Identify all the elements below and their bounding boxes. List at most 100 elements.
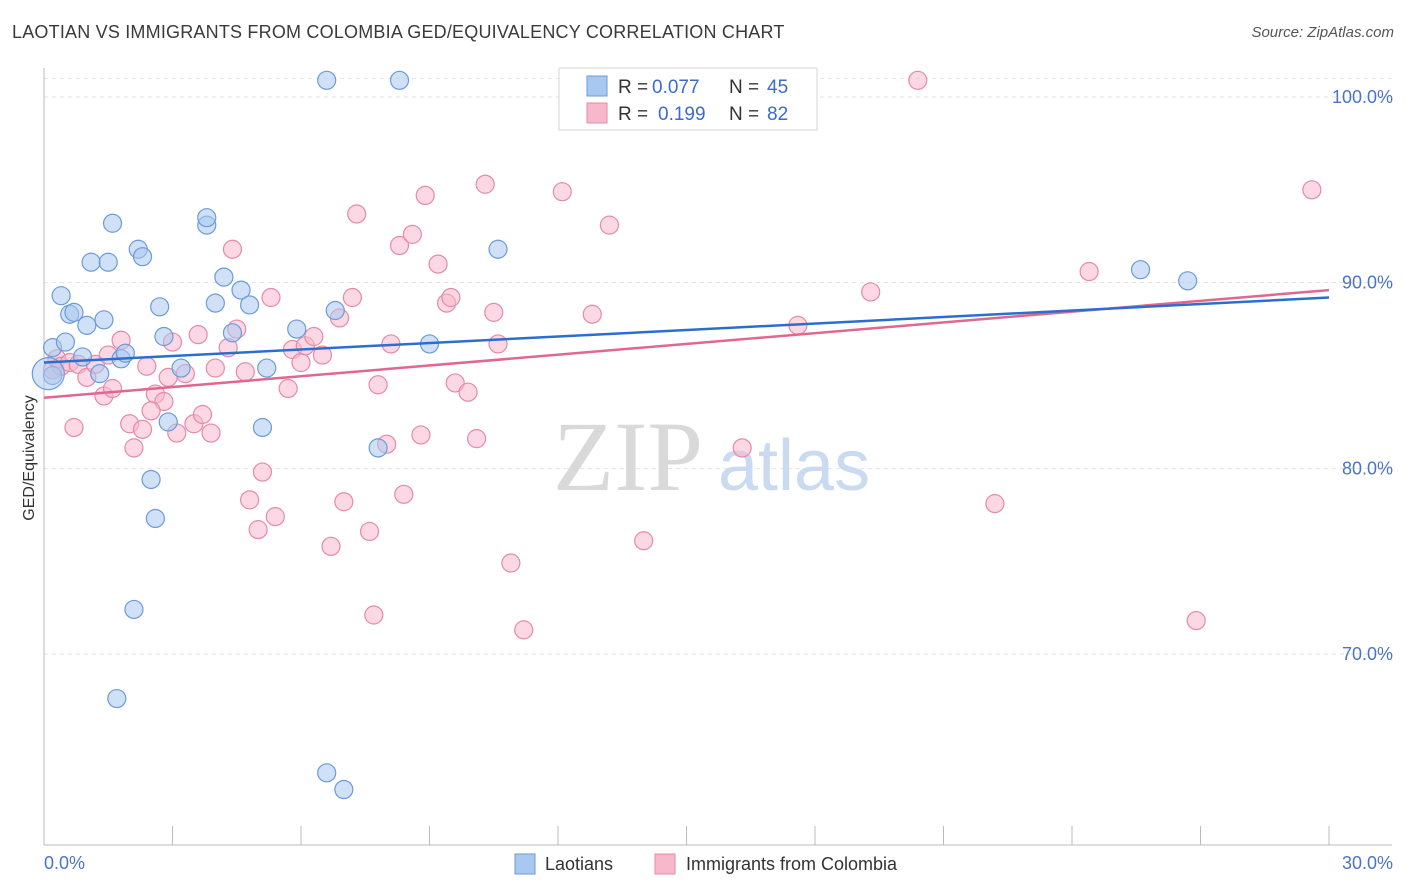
y-axis-tick-labels: 70.0% 80.0% 90.0% 100.0% <box>1332 87 1393 664</box>
laotians-point <box>197 208 217 228</box>
colombia-point <box>1302 180 1322 200</box>
watermark-zip: ZIP <box>553 401 703 512</box>
laotians-point <box>124 599 144 620</box>
colombia-point <box>1186 610 1206 631</box>
colombia-point <box>265 507 285 527</box>
legend-n-label-colombia: N = <box>729 104 759 125</box>
bottom-legend-swatch-colombia <box>654 853 676 875</box>
trendline-laotians <box>43 296 1330 364</box>
laotians-point <box>72 347 93 367</box>
x-tick-label-min: 0.0% <box>44 853 85 873</box>
legend-r-label-colombia: R = <box>618 104 648 125</box>
laotians-point <box>102 213 123 233</box>
colombia-point <box>402 224 422 244</box>
legend: R = 0.077 N = 45 R = 0.199 N = 82 <box>558 67 818 131</box>
colombia-point <box>205 358 225 378</box>
bottom-legend-label-colombia: Immigrants from Colombia <box>686 854 898 874</box>
laotians-point <box>150 297 170 317</box>
laotians-point <box>145 508 165 529</box>
colombia-point <box>201 423 221 443</box>
y-tick-label: 70.0% <box>1342 644 1393 664</box>
laotians-point <box>51 286 71 306</box>
colombia-point <box>501 553 521 573</box>
colombia-point <box>411 425 431 445</box>
legend-n-value-laotians: 45 <box>767 77 788 98</box>
colombia-point <box>985 494 1005 514</box>
colombia-point <box>321 536 341 556</box>
laotians-point <box>317 763 337 783</box>
watermark-atlas: atlas <box>718 426 870 506</box>
colombia-point <box>248 520 268 540</box>
y-tick-label: 100.0% <box>1332 87 1393 107</box>
laotians-point <box>81 252 101 272</box>
series-laotians-points <box>31 70 1198 800</box>
colombia-point <box>261 287 281 308</box>
x-axis-ticks <box>43 826 1330 845</box>
series-colombia-points <box>42 70 1322 640</box>
colombia-point <box>240 490 260 510</box>
laotians-point <box>1178 271 1198 291</box>
laotians-point <box>240 295 260 315</box>
laotians-point <box>158 412 178 432</box>
colombia-point <box>484 302 504 322</box>
colombia-point <box>394 484 414 504</box>
colombia-point <box>347 204 367 224</box>
colombia-point <box>861 282 881 302</box>
colombia-point <box>458 382 478 402</box>
colombia-point <box>192 404 213 425</box>
laotians-point <box>214 267 234 287</box>
colombia-point <box>908 70 928 90</box>
colombia-point <box>278 378 298 399</box>
colombia-point <box>364 605 384 625</box>
bottom-legend-label-laotians: Laotians <box>545 854 613 874</box>
legend-r-value-colombia: 0.199 <box>658 104 706 125</box>
laotians-point <box>77 315 97 335</box>
laotians-point <box>141 469 161 490</box>
laotians-point <box>90 364 110 384</box>
chart-title: LAOTIAN VS IMMIGRANTS FROM COLOMBIA GED/… <box>12 22 785 42</box>
colombia-point <box>222 239 243 259</box>
colombia-point <box>732 438 752 458</box>
x-tick-label-max: 30.0% <box>1342 853 1393 873</box>
laotians-cluster-point <box>31 357 65 391</box>
legend-n-label-laotians: N = <box>729 77 759 98</box>
laotians-point <box>334 779 354 800</box>
colombia-point <box>514 620 534 640</box>
colombia-point <box>342 287 362 308</box>
colombia-point <box>488 334 508 354</box>
laotians-point <box>55 332 76 352</box>
bottom-legend: Laotians Immigrants from Colombia <box>514 853 898 875</box>
trend-lines <box>43 288 1330 400</box>
laotians-point <box>317 70 337 90</box>
colombia-point <box>252 462 273 482</box>
colombia-point <box>132 419 153 439</box>
colombia-point <box>475 174 495 194</box>
laotians-point <box>389 70 410 90</box>
colombia-point <box>359 521 380 542</box>
legend-swatch-colombia <box>586 102 608 124</box>
colombia-point <box>154 391 174 412</box>
y-tick-label: 80.0% <box>1342 458 1393 478</box>
laotians-point <box>64 302 84 322</box>
laotians-point <box>252 417 273 438</box>
colombia-point <box>235 362 255 382</box>
colombia-point <box>389 235 410 256</box>
legend-n-value-colombia: 82 <box>767 104 788 125</box>
colombia-point <box>552 182 572 202</box>
colombia-point <box>428 254 448 274</box>
legend-swatch-laotians <box>586 75 608 97</box>
laotians-point <box>325 300 345 321</box>
laotians-point <box>171 358 191 378</box>
colombia-point <box>1079 261 1099 282</box>
laotians-point <box>205 293 225 313</box>
laotians-point <box>257 358 277 378</box>
colombia-point <box>137 356 157 376</box>
colombia-point <box>124 438 144 458</box>
colombia-point <box>334 492 354 512</box>
laotians-point <box>154 326 174 347</box>
laotians-point <box>98 252 118 272</box>
colombia-point <box>582 304 602 324</box>
laotians-point <box>231 280 251 300</box>
colombia-point <box>291 352 311 373</box>
